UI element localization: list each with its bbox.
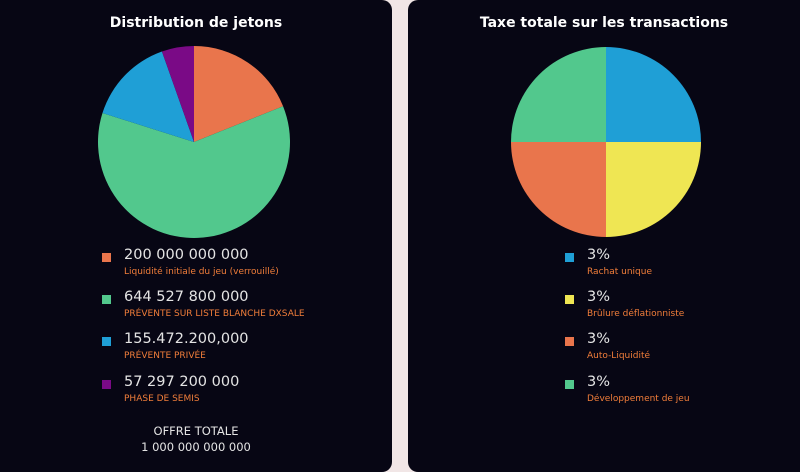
token-distribution-slice-2	[102, 51, 194, 142]
transaction-tax-pie-chart	[511, 47, 701, 237]
total-supply-label: OFFRE TOTALE	[153, 424, 239, 438]
legend-label: Auto-Liquidité	[587, 351, 651, 361]
legend-label: Rachat unique	[587, 267, 652, 277]
legend-swatch	[565, 295, 574, 304]
legend-label: Brûlure déflationniste	[587, 309, 685, 319]
legend-value: 3%	[587, 331, 611, 347]
legend-value: 57 297 200 000	[124, 374, 240, 390]
legend-label: PHASE DE SEMIS	[124, 394, 200, 404]
transaction-tax-slice-3	[511, 47, 606, 142]
transaction-tax-slice-1	[606, 142, 701, 237]
legend-value: 200 000 000 000	[124, 247, 249, 263]
transaction-tax-slice-2	[511, 142, 606, 237]
legend-value: 3%	[587, 374, 611, 390]
legend-value: 3%	[587, 247, 611, 263]
transaction-tax-slice-0	[606, 47, 701, 142]
legend-label: Développement de jeu	[587, 394, 690, 404]
legend-label: Liquidité initiale du jeu (verrouillé)	[124, 267, 279, 277]
transaction-tax-card: Taxe totale sur les transactions 3% Rach…	[408, 0, 800, 472]
legend-swatch	[102, 337, 111, 346]
transaction-tax-title: Taxe totale sur les transactions	[479, 15, 729, 31]
legend-swatch	[565, 253, 574, 262]
legend-value: 155.472.200,000	[124, 331, 249, 347]
legend-swatch	[565, 337, 574, 346]
legend-swatch	[102, 295, 111, 304]
legend-swatch	[102, 253, 111, 262]
legend-label: PRÉVENTE PRIVÉE	[124, 351, 206, 361]
token-distribution-slice-0	[194, 46, 284, 142]
legend-value: 3%	[587, 289, 611, 305]
token-distribution-slice-1	[98, 106, 290, 238]
legend-swatch	[102, 380, 111, 389]
legend-label: PRÉVENTE SUR LISTE BLANCHE DXSALE	[124, 309, 305, 319]
token-distribution-slice-3	[161, 46, 194, 142]
legend-swatch	[565, 380, 574, 389]
token-distribution-card: Distribution de jetons 200 000 000 000 L…	[0, 0, 392, 472]
token-distribution-pie-chart	[98, 46, 290, 238]
token-distribution-title: Distribution de jetons	[109, 15, 283, 31]
total-supply-value: 1 000 000 000 000	[141, 440, 251, 454]
legend-value: 644 527 800 000	[124, 289, 249, 305]
